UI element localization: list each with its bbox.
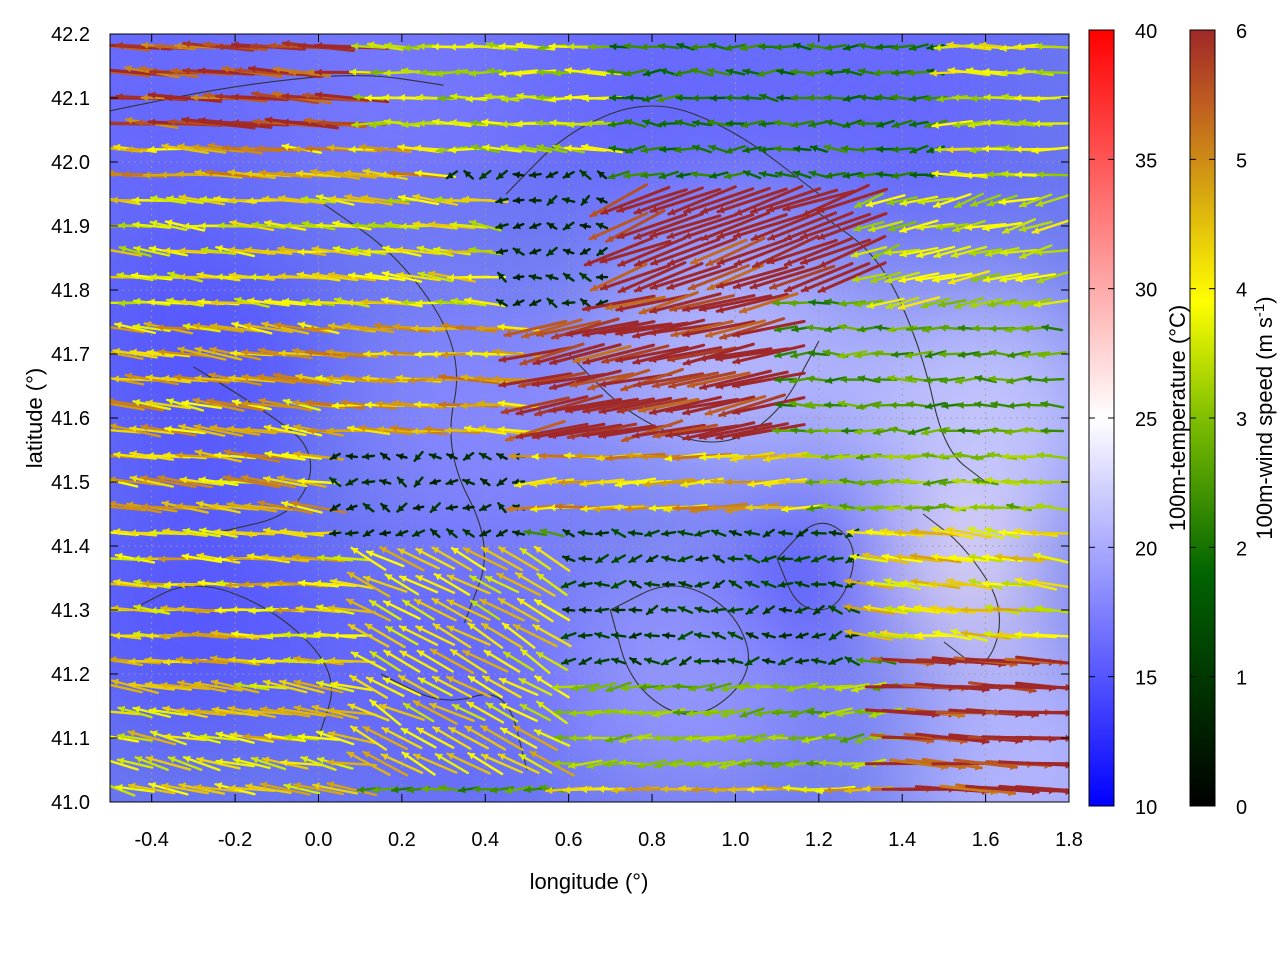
plot-area bbox=[22, 0, 1158, 900]
y-tick-label: 41.9 bbox=[51, 216, 90, 238]
y-tick-label: 42.2 bbox=[51, 24, 90, 46]
x-tick-label: 0.0 bbox=[305, 829, 333, 851]
colorbar-tick-label: 20 bbox=[1135, 538, 1157, 560]
y-tick-label: 41.8 bbox=[51, 280, 90, 302]
colorbar-tick-label: 5 bbox=[1236, 150, 1247, 172]
temperature-blob bbox=[897, 640, 1157, 900]
x-tick-label: 0.8 bbox=[638, 829, 666, 851]
colorbar-tick-label: 15 bbox=[1135, 668, 1157, 690]
colorbar-tick-label: 10 bbox=[1135, 797, 1157, 819]
y-tick-label: 41.7 bbox=[51, 344, 90, 366]
colorbar-tick-label: 30 bbox=[1135, 280, 1157, 302]
temperature-colorbar-label: 100m-temperature (°C) bbox=[1165, 305, 1190, 531]
y-tick-label: 42.0 bbox=[51, 152, 90, 174]
y-tick-label: 41.5 bbox=[51, 472, 90, 494]
x-tick-label: -0.2 bbox=[218, 829, 252, 851]
wind-colorbar-label-main: 100m-wind speed (m s bbox=[1252, 317, 1277, 540]
x-tick-label: 0.4 bbox=[471, 829, 499, 851]
y-tick-label: 41.2 bbox=[51, 664, 90, 686]
y-tick-label: 41.1 bbox=[51, 728, 90, 750]
x-tick-label: 1.6 bbox=[972, 829, 1000, 851]
y-tick-label: 41.0 bbox=[51, 792, 90, 814]
temperature-blob bbox=[740, 508, 880, 648]
colorbar-tick-label: 0 bbox=[1236, 797, 1247, 819]
y-tick-label: 41.6 bbox=[51, 408, 90, 430]
x-tick-label: 0.6 bbox=[555, 829, 583, 851]
wind-colorbar-label-sup: -1 bbox=[1251, 304, 1268, 317]
colorbar-tick-label: 3 bbox=[1236, 409, 1247, 431]
wind-colorbar: 0 1 2 3 4 5 6 100m-wind speed (m s-1) bbox=[1190, 21, 1277, 819]
colorbar-tick-label: 25 bbox=[1135, 409, 1157, 431]
x-tick-label: 1.0 bbox=[722, 829, 750, 851]
colorbar-tick-label: 4 bbox=[1236, 280, 1247, 302]
colorbar-tick-label: 35 bbox=[1135, 150, 1157, 172]
wind-colorbar-label: 100m-wind speed (m s-1) bbox=[1251, 296, 1278, 539]
x-tick-label: 0.2 bbox=[388, 829, 416, 851]
x-tick-label: 1.2 bbox=[805, 829, 833, 851]
temperature-colorbar: 10 15 20 25 30 35 40 100m-temperature (°C) bbox=[1089, 21, 1190, 819]
colorbar-tick-label: 40 bbox=[1135, 21, 1157, 43]
colorbar-tick-label: 6 bbox=[1236, 21, 1247, 43]
x-tick-label: 1.8 bbox=[1055, 829, 1083, 851]
colorbar-tick-label: 2 bbox=[1236, 538, 1247, 560]
y-tick-label: 41.3 bbox=[51, 600, 90, 622]
x-tick-label: -0.4 bbox=[134, 829, 168, 851]
x-tick-label: 1.4 bbox=[888, 829, 916, 851]
y-tick-label: 42.1 bbox=[51, 88, 90, 110]
y-axis-label: latitude (°) bbox=[22, 368, 47, 469]
x-axis-label: longitude (°) bbox=[530, 869, 649, 894]
wind-colorbar-label-end: ) bbox=[1252, 296, 1277, 303]
colorbar-tick-label: 1 bbox=[1236, 668, 1247, 690]
y-tick-label: 41.4 bbox=[51, 536, 90, 558]
